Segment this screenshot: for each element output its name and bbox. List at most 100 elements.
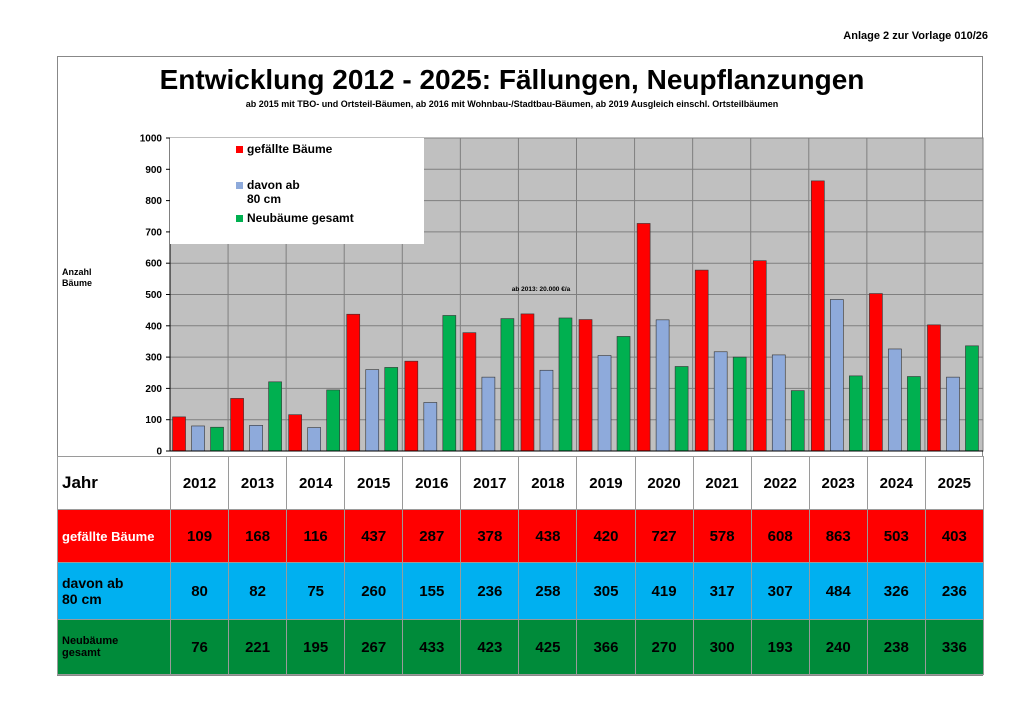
year-cell: 2019 xyxy=(576,456,636,510)
year-cell: 2024 xyxy=(866,456,926,510)
legend-swatch-large xyxy=(236,182,243,189)
felled-cell: 863 xyxy=(808,509,868,563)
bar-new-2012 xyxy=(210,426,224,452)
bar-new-2021 xyxy=(732,356,747,452)
data-table: Jahr 2012 2013 2014 2015 2016 2017 2018 2019 202… xyxy=(57,456,984,675)
year-cell: 2021 xyxy=(692,456,752,510)
bar-new-2024 xyxy=(907,376,921,452)
bar-large-2014 xyxy=(307,427,321,452)
large-cell: 307 xyxy=(750,562,810,620)
large-cell: 317 xyxy=(692,562,752,620)
large-cell: 260 xyxy=(344,562,404,620)
bar-large-2023 xyxy=(830,299,844,452)
bar-large-2024 xyxy=(888,348,902,452)
year-cell: 2015 xyxy=(344,456,404,510)
y-tick-label: 300 xyxy=(145,353,162,364)
felled-cell: 420 xyxy=(576,509,636,563)
year-header: Jahr xyxy=(57,456,171,510)
legend-label-large-line2: 80 cm xyxy=(247,192,281,206)
y-tick-label: 400 xyxy=(145,321,162,332)
felled-cell: 438 xyxy=(518,509,578,563)
attachment-note: Anlage 2 zur Vorlage 010/26 xyxy=(843,30,988,42)
large-cell: 258 xyxy=(518,562,578,620)
felled-cell: 116 xyxy=(286,509,346,563)
bar-large-2022 xyxy=(771,354,786,452)
bar-felled-2023 xyxy=(811,180,825,452)
new-trees-cell: 366 xyxy=(576,619,636,675)
bar-large-2013 xyxy=(249,425,263,452)
y-tick-label: 600 xyxy=(145,259,162,270)
felled-cell: 378 xyxy=(460,509,520,563)
bar-large-2017 xyxy=(481,376,496,452)
table-row-large: davon ab 80 cm 80 82 75 260 155 236 258 305 419 3… xyxy=(57,562,984,620)
new-trees-cell: 193 xyxy=(750,619,810,675)
bar-felled-2020 xyxy=(636,223,651,452)
y-tick-label: 700 xyxy=(145,227,162,238)
bar-large-2019 xyxy=(597,355,612,452)
large-row-label: davon ab 80 cm xyxy=(57,562,171,620)
table-row-felled: gefällte Bäume 109 168 116 437 287 378 438 420 7… xyxy=(57,509,984,563)
felled-cell: 109 xyxy=(169,509,230,563)
bar-large-2016 xyxy=(423,402,438,452)
table-row-new-trees: Neubäume gesamt 76 221 195 267 433 423 425 366 2… xyxy=(57,619,984,675)
bar-felled-2021 xyxy=(694,269,709,452)
bar-new-2019 xyxy=(616,336,631,452)
y-tick-label: 200 xyxy=(145,384,162,395)
bar-felled-2022 xyxy=(752,260,767,452)
bar-felled-2019 xyxy=(578,319,593,452)
legend-swatch-felled xyxy=(236,146,243,153)
bar-felled-2018 xyxy=(520,313,535,452)
large-cell: 75 xyxy=(286,562,346,620)
new-trees-cell: 433 xyxy=(402,619,462,675)
bar-large-2018 xyxy=(539,369,554,452)
bar-new-2017 xyxy=(500,318,515,452)
legend-swatch-new xyxy=(236,215,243,222)
new-trees-cell: 270 xyxy=(634,619,694,675)
large-cell: 155 xyxy=(402,562,462,620)
bar-new-2020 xyxy=(674,366,689,452)
felled-cell: 437 xyxy=(344,509,404,563)
y-tick-label: 900 xyxy=(145,165,162,176)
large-cell: 326 xyxy=(866,562,926,620)
y-tick-label: 1000 xyxy=(140,134,163,145)
bar-large-2021 xyxy=(713,351,728,452)
bar-new-2022 xyxy=(790,390,805,452)
large-row-label-line2: 80 cm xyxy=(62,591,102,607)
large-cell: 82 xyxy=(228,562,288,620)
felled-cell: 403 xyxy=(924,509,984,563)
chart-subtitle: ab 2015 mit TBO- und Ortsteil-Bäumen, ab… xyxy=(245,99,779,109)
bar-large-2025 xyxy=(946,376,960,452)
table-row-years: Jahr 2012 2013 2014 2015 2016 2017 2018 2019 202… xyxy=(57,456,984,510)
large-cell: 484 xyxy=(808,562,868,620)
large-cell: 236 xyxy=(924,562,984,620)
felled-cell: 727 xyxy=(634,509,694,563)
new-trees-cell: 238 xyxy=(866,619,926,675)
bar-new-2016 xyxy=(442,315,457,452)
bar-felled-2017 xyxy=(462,332,477,452)
large-cell: 80 xyxy=(169,562,230,620)
year-cell: 2013 xyxy=(228,456,288,510)
y-tick-label: 500 xyxy=(145,290,162,301)
new-trees-cell: 300 xyxy=(692,619,752,675)
new-trees-cell: 240 xyxy=(808,619,868,675)
felled-cell: 287 xyxy=(402,509,462,563)
year-cell: 2023 xyxy=(808,456,868,510)
year-cell: 2018 xyxy=(518,456,578,510)
y-axis-label: Anzahl Bäume xyxy=(62,267,93,288)
legend-label-new: Neubäume gesamt xyxy=(247,211,354,225)
legend-label-large-line1: davon ab xyxy=(247,178,300,192)
large-cell: 419 xyxy=(634,562,694,620)
year-cell: 2017 xyxy=(460,456,520,510)
bar-felled-2024 xyxy=(869,293,883,452)
new-trees-cell: 267 xyxy=(344,619,404,675)
bar-felled-2013 xyxy=(230,398,244,452)
bar-felled-2015 xyxy=(346,313,361,452)
new-row-label: Neubäume gesamt xyxy=(57,619,171,675)
felled-row-label: gefällte Bäume xyxy=(57,509,171,563)
year-cell: 2020 xyxy=(634,456,694,510)
felled-cell: 168 xyxy=(228,509,288,563)
bar-new-2014 xyxy=(326,389,340,452)
bar-large-2020 xyxy=(655,319,670,452)
bar-new-2018 xyxy=(558,317,573,452)
